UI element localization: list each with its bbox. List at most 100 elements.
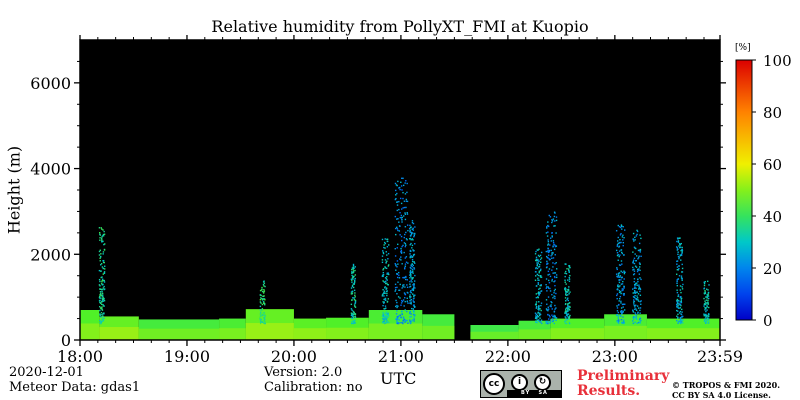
plume-speckle (413, 285, 415, 287)
plume-speckle (552, 319, 555, 322)
plume-speckle (632, 322, 635, 325)
humidity-segment-core (422, 325, 455, 340)
plume-speckle (383, 318, 385, 321)
plume-speckle (707, 302, 709, 304)
plume-speckle (535, 266, 537, 269)
plume-speckle (565, 283, 567, 285)
plume-speckle (351, 313, 353, 315)
plume-speckle (412, 298, 415, 300)
plume-speckle (568, 321, 570, 324)
plume-speckle (678, 303, 681, 306)
plume-speckle (547, 257, 549, 259)
plume-speckle (632, 292, 634, 294)
plume-speckle (555, 245, 558, 247)
plume-speckle (535, 307, 538, 309)
plume-speckle (636, 268, 639, 271)
plume-speckle (381, 250, 384, 252)
plume-speckle (640, 300, 642, 302)
plume-speckle (409, 226, 412, 229)
plume-speckle (639, 317, 642, 320)
plume-speckle (401, 221, 403, 223)
plume-speckle (552, 272, 554, 274)
plume-speckle (639, 321, 641, 323)
plume-speckle (547, 244, 549, 246)
plume-speckle (679, 285, 682, 287)
plume-speckle (413, 317, 415, 319)
plume-speckle (536, 267, 539, 270)
plume-speckle (703, 314, 705, 317)
plume-speckle (551, 280, 553, 282)
plume-speckle (545, 320, 547, 323)
plume-speckle (353, 282, 356, 284)
plume-speckle (381, 259, 384, 261)
plume-speckle (400, 256, 402, 258)
plume-speckle (547, 313, 549, 316)
plume-speckle (633, 273, 636, 275)
cc-icon: cc (483, 373, 505, 395)
plume-speckle (680, 291, 682, 294)
plume-speckle (406, 297, 408, 300)
plume-speckle (411, 278, 414, 280)
plume-speckle (705, 316, 708, 318)
plume-speckle (101, 315, 104, 318)
plume-speckle (569, 266, 571, 269)
plume-speckle (409, 277, 411, 279)
plume-speckle (399, 297, 401, 299)
plume-speckle (615, 249, 618, 252)
plume-speckle (635, 308, 637, 310)
plume-speckle (564, 288, 566, 290)
plume-speckle (536, 321, 538, 324)
plume-speckle (634, 283, 637, 286)
plume-speckle (678, 268, 680, 270)
plume-speckle (634, 294, 636, 297)
plume-speckle (639, 294, 642, 297)
plume-speckle (98, 227, 101, 229)
by-attribution-icon: i (511, 374, 528, 391)
plume-speckle (679, 319, 682, 321)
plume-speckle (351, 309, 353, 311)
plume-speckle (401, 310, 403, 313)
plume-speckle (383, 298, 385, 301)
plume-speckle (547, 225, 550, 228)
plume-speckle (406, 239, 408, 241)
plume-speckle (98, 232, 101, 234)
plume-speckle (568, 305, 570, 308)
plume-speckle (680, 275, 683, 277)
plume-speckle (550, 249, 552, 252)
plume-speckle (632, 299, 635, 301)
plume-speckle (535, 250, 537, 253)
humidity-segment-core (245, 323, 294, 340)
plume-speckle (403, 215, 405, 217)
plume-speckle (566, 315, 568, 317)
plume-speckle (384, 281, 386, 284)
plume-speckle (618, 286, 620, 288)
plume-speckle (705, 318, 707, 320)
plume-speckle (401, 218, 403, 221)
plume-speckle (554, 308, 556, 310)
plume-speckle (381, 295, 384, 297)
plume-speckle (102, 253, 104, 255)
plume-speckle (567, 288, 570, 291)
plume-speckle (100, 320, 102, 323)
plume-speckle (396, 226, 398, 229)
plume-speckle (555, 319, 557, 322)
plume-speckle (634, 306, 636, 308)
plume-speckle (538, 265, 541, 268)
meteor-data-text: Meteor Data: gdas1 (9, 380, 141, 395)
plume-speckle (383, 302, 385, 304)
plume-speckle (259, 311, 262, 313)
plume-speckle (539, 308, 541, 310)
plume-speckle (707, 289, 709, 291)
plume-speckle (412, 293, 414, 295)
plume-speckle (555, 274, 558, 276)
plume-speckle (399, 234, 401, 236)
plume-speckle (540, 261, 542, 264)
plume-speckle (259, 309, 261, 311)
plume-speckle (568, 276, 570, 279)
plume-speckle (564, 310, 567, 313)
plume-speckle (617, 254, 619, 256)
plume-speckle (395, 194, 397, 196)
plume-speckle (382, 313, 385, 316)
plume-speckle (535, 296, 538, 299)
plume-speckle (638, 268, 640, 270)
